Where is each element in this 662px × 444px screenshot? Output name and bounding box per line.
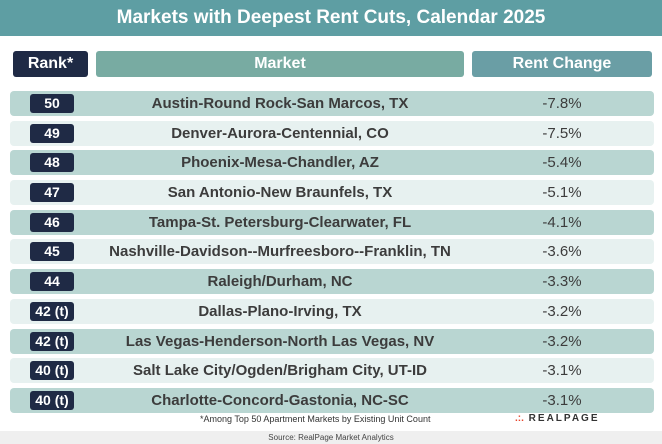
header-market: Market <box>96 51 464 77</box>
rank-badge: 42 (t) <box>30 331 74 351</box>
rent-change: -3.1% <box>542 391 582 409</box>
rent-change: -3.1% <box>542 362 582 380</box>
rent-change: -5.1% <box>542 184 582 202</box>
table-row: 40 (t) Charlotte-Concord-Gastonia, NC-SC -… <box>10 387 654 413</box>
table-row: 48 Phoenix-Mesa-Chandler, AZ -5.4% <box>10 150 654 176</box>
rank-badge: 42 (t) <box>30 301 74 321</box>
market-name: Salt Lake City/Ogden/Brigham City, UT-ID <box>133 362 427 380</box>
table-row: 42 (t) Dallas-Plano-Irving, TX -3.2% <box>10 298 654 324</box>
rent-change: -3.6% <box>542 243 582 261</box>
realpage-logo: .:. REALPAGE <box>515 413 600 424</box>
rank-badge: 49 <box>30 123 74 143</box>
rent-change: -5.4% <box>542 154 582 172</box>
logo-text: REALPAGE <box>528 413 600 424</box>
market-name: Nashville-Davidson--Murfreesboro--Frankl… <box>109 243 451 261</box>
rank-badge: 50 <box>30 94 74 113</box>
rank-badge: 45 <box>30 242 74 262</box>
rank-badge: 48 <box>30 153 74 173</box>
table-row: 44 Raleigh/Durham, NC -3.3% <box>10 269 654 295</box>
market-name: Las Vegas-Henderson-North Las Vegas, NV <box>125 332 435 350</box>
rank-badge: 47 <box>30 183 74 203</box>
table-row: 45 Nashville-Davidson--Murfreesboro--Fran… <box>10 239 654 265</box>
rent-change: -3.2% <box>542 302 582 320</box>
rank-badge: 40 (t) <box>30 390 74 410</box>
rank-badge: 40 (t) <box>30 361 74 381</box>
market-name: Raleigh/Durham, NC <box>207 273 353 291</box>
rank-badge: 46 <box>30 212 74 232</box>
footnote: *Among Top 50 Apartment Markets by Exist… <box>200 414 431 424</box>
market-name: Tampa-St. Petersburg-Clearwater, FL <box>148 213 412 231</box>
header-rent-change: Rent Change <box>472 51 652 77</box>
market-name: Phoenix-Mesa-Chandler, AZ <box>181 154 379 172</box>
market-name: San Antonio-New Braunfels, TX <box>167 184 393 202</box>
market-name: Denver-Aurora-Centennial, CO <box>171 124 389 142</box>
rent-change: -7.5% <box>542 124 582 142</box>
table-row: 42 (t) Las Vegas-Henderson-North Las Vega… <box>10 328 654 354</box>
rent-change: -7.8% <box>542 95 582 112</box>
table-row: 47 San Antonio-New Braunfels, TX -5.1% <box>10 180 654 206</box>
market-name: Charlotte-Concord-Gastonia, NC-SC <box>151 391 409 409</box>
header-rank: Rank* <box>13 51 88 77</box>
table-body: 50 Austin-Round Rock-San Marcos, TX -7.8% 4… <box>10 91 654 418</box>
table-row: 50 Austin-Round Rock-San Marcos, TX -7.8% <box>10 91 654 116</box>
market-name: Dallas-Plano-Irving, TX <box>198 302 362 320</box>
rent-change: -3.3% <box>542 273 582 291</box>
table-row: 40 (t) Salt Lake City/Ogden/Brigham City,… <box>10 358 654 384</box>
table-row: 49 Denver-Aurora-Centennial, CO -7.5% <box>10 120 654 146</box>
table-row: 46 Tampa-St. Petersburg-Clearwater, FL -4.… <box>10 209 654 235</box>
chart-title: Markets with Deepest Rent Cuts, Calendar… <box>0 0 662 36</box>
rent-change: -3.2% <box>542 332 582 350</box>
rank-badge: 44 <box>30 272 74 292</box>
rent-change: -4.1% <box>542 213 582 231</box>
market-name: Austin-Round Rock-San Marcos, TX <box>151 95 409 112</box>
source-note: Source: RealPage Market Analytics <box>0 431 662 444</box>
